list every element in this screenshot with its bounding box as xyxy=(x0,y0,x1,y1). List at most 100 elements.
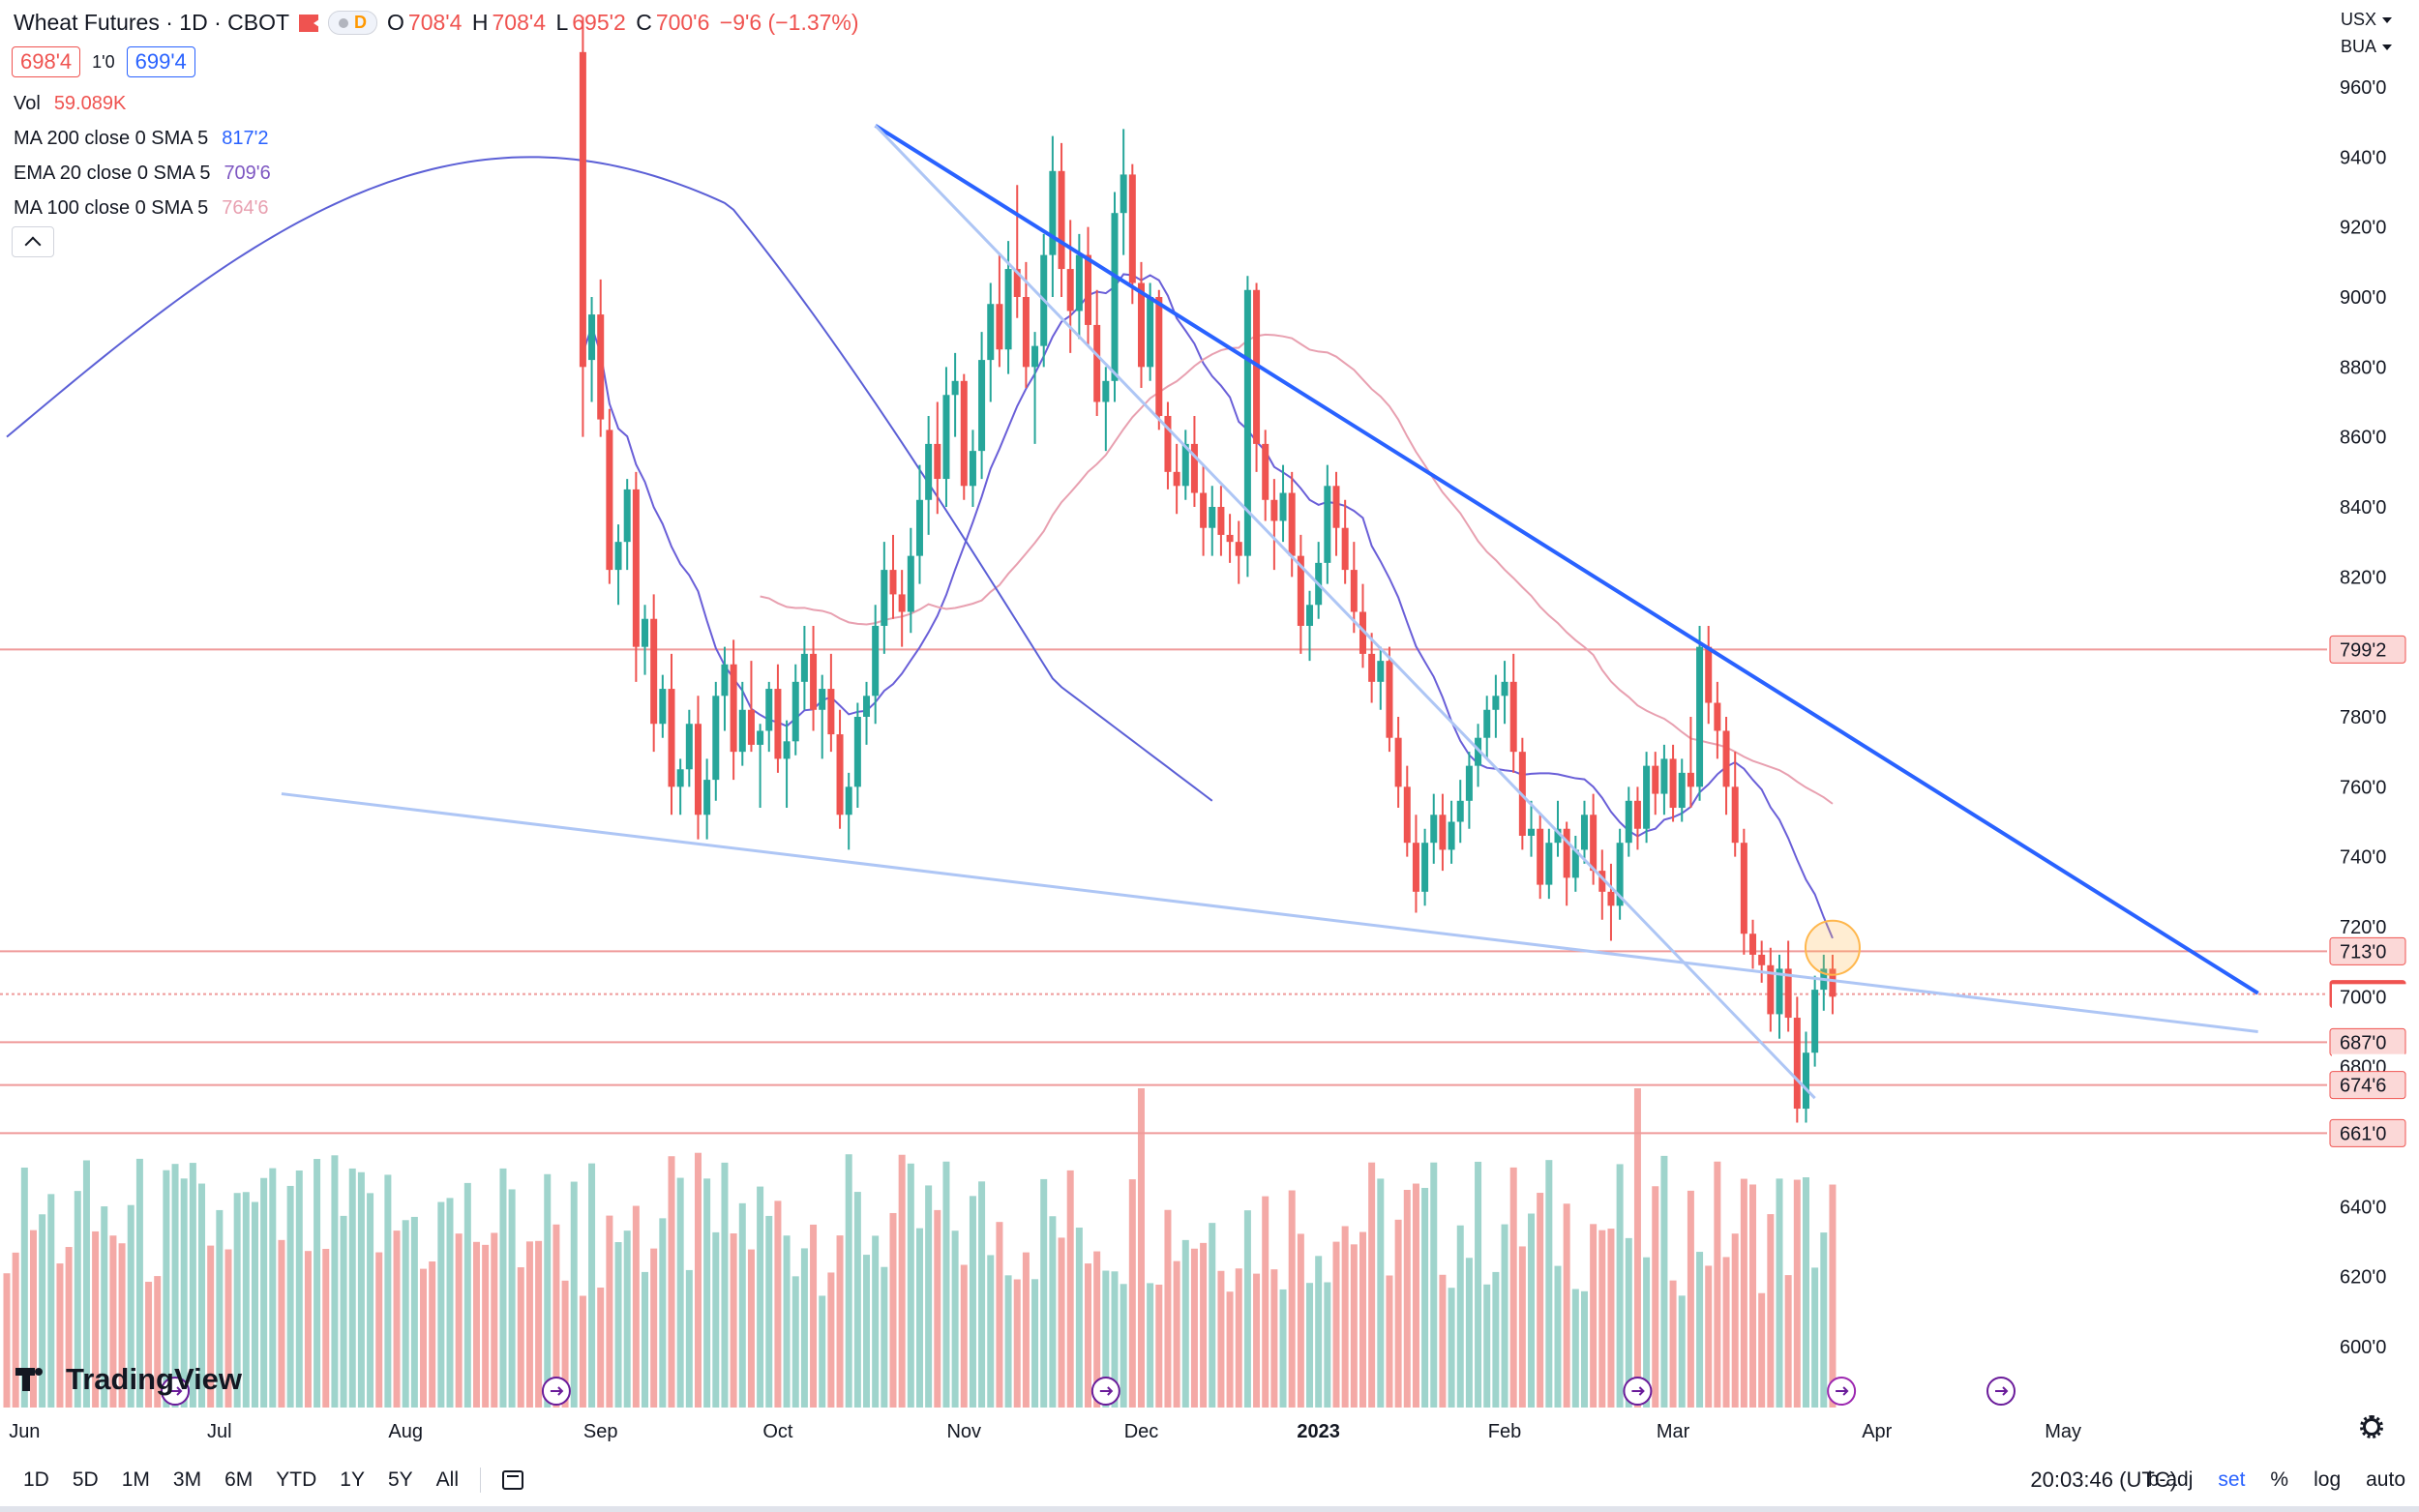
candle-body xyxy=(934,443,941,480)
sell-button[interactable]: 698'4 xyxy=(12,46,81,77)
buy-button[interactable]: 699'4 xyxy=(126,46,195,77)
volume-bar xyxy=(853,1192,861,1408)
price-axis[interactable]: 960'0 940'0 920'0 900'0 880'0 860'0 840'0 820'0… xyxy=(2329,77,2407,1358)
option-log[interactable]: log xyxy=(2314,1468,2342,1491)
option-auto[interactable]: auto xyxy=(2366,1468,2405,1491)
legend-name: MA 200 close 0 SMA 5 xyxy=(14,128,209,149)
legend-ema20[interactable]: EMA 20 close 0 SMA 5 709'6 xyxy=(14,163,271,185)
range-1d[interactable]: 1D xyxy=(23,1468,49,1491)
trendlines[interactable] xyxy=(281,124,2259,1100)
candle-body xyxy=(1714,702,1721,731)
volume-bar xyxy=(561,1280,569,1408)
volume-bar xyxy=(455,1233,463,1408)
volume-bar xyxy=(145,1282,153,1408)
price-tick-label: 620'0 xyxy=(2340,1267,2386,1289)
candle-body xyxy=(712,696,720,781)
volume-bar xyxy=(1040,1178,1048,1408)
volume-bar xyxy=(863,1255,871,1408)
time-axis[interactable]: Jun Jul Aug Sep Oct Nov Dec 2023 Feb Mar Apr May xyxy=(9,1421,2081,1442)
volume-bar xyxy=(1243,1210,1251,1408)
candle-body xyxy=(1359,611,1366,654)
collapse-legend-button[interactable] xyxy=(12,226,54,257)
volume-bar xyxy=(357,1171,365,1408)
tradingview-logo[interactable]: TradingView xyxy=(15,1362,242,1397)
candle-body xyxy=(1687,772,1694,787)
volume-bar xyxy=(517,1267,524,1408)
candle-body xyxy=(1200,492,1208,528)
volume-bar xyxy=(1767,1214,1775,1408)
trendline xyxy=(874,124,1816,1100)
time-tick-label: Jul xyxy=(207,1421,232,1442)
candle-body xyxy=(853,717,861,787)
flag-icon[interactable] xyxy=(299,14,320,32)
volume-bar xyxy=(1590,1224,1598,1408)
candle-body xyxy=(1147,297,1154,368)
trendline xyxy=(281,792,2258,1033)
range-6m[interactable]: 6M xyxy=(224,1468,254,1491)
volume-bar xyxy=(314,1159,321,1408)
volume-bar xyxy=(269,1168,277,1408)
candle-body xyxy=(765,689,773,731)
option-percent[interactable]: % xyxy=(2270,1468,2289,1491)
volume-bar xyxy=(1714,1161,1721,1408)
range-5y[interactable]: 5Y xyxy=(387,1468,413,1491)
volume-bar xyxy=(224,1249,232,1408)
candle-body xyxy=(845,786,852,815)
legend-ma200[interactable]: MA 200 close 0 SMA 5 817'2 xyxy=(14,128,269,150)
range-all[interactable]: All xyxy=(435,1468,459,1491)
calendar-icon[interactable] xyxy=(502,1470,523,1490)
candle-body xyxy=(1705,646,1713,703)
range-1y[interactable]: 1Y xyxy=(340,1468,365,1491)
market-status-pill[interactable]: D xyxy=(328,11,378,35)
candle-body xyxy=(791,681,799,742)
volume-bar xyxy=(606,1215,613,1408)
option-b-adj[interactable]: b-adj xyxy=(2147,1468,2194,1491)
volume-bar xyxy=(1793,1179,1801,1408)
volume-bar xyxy=(712,1231,720,1408)
candle-body xyxy=(1341,527,1349,571)
gear-icon[interactable] xyxy=(2360,1415,2383,1438)
candle-body xyxy=(747,709,755,745)
volume-bar xyxy=(82,1160,90,1408)
candle-body xyxy=(1784,968,1792,1019)
legend-vol[interactable]: Vol 59.089K xyxy=(14,93,126,115)
volume-bar xyxy=(1164,1209,1172,1408)
volume-bar xyxy=(747,1249,755,1408)
volume-bar xyxy=(907,1163,914,1408)
currency-select[interactable]: USX xyxy=(2341,10,2392,30)
spread-value: 1'0 xyxy=(92,51,115,72)
price-tick-label: 760'0 xyxy=(2340,777,2386,798)
marker-glyph-icon xyxy=(1995,1386,2009,1396)
time-tick-label: 2023 xyxy=(1297,1421,1340,1442)
volume-bar xyxy=(367,1193,374,1408)
caret-down-icon xyxy=(2382,44,2392,50)
option-set[interactable]: set xyxy=(2218,1468,2246,1491)
volume-bar xyxy=(135,1158,143,1408)
range-3m[interactable]: 3M xyxy=(172,1468,202,1491)
clock[interactable]: 20:03:46 (UTC) xyxy=(2030,1468,2177,1492)
range-5d[interactable]: 5D xyxy=(72,1468,99,1491)
candle-body xyxy=(1066,269,1074,311)
volume-bar xyxy=(872,1235,880,1408)
close-label: C xyxy=(636,10,652,35)
volume-bar xyxy=(721,1162,729,1408)
range-ytd[interactable]: YTD xyxy=(276,1468,317,1491)
candle-body xyxy=(1279,492,1287,521)
unit-select[interactable]: BUA xyxy=(2341,37,2392,57)
marker-glyph-icon xyxy=(1836,1386,1849,1396)
range-1m[interactable]: 1M xyxy=(121,1468,150,1491)
price-chart[interactable]: 960'0 940'0 920'0 900'0 880'0 860'0 840'0 820'0… xyxy=(0,0,2419,1451)
candle-body xyxy=(632,489,640,647)
volume-bar xyxy=(1776,1178,1783,1408)
legend-ma100[interactable]: MA 100 close 0 SMA 5 764'6 xyxy=(14,197,269,220)
volume-bar xyxy=(836,1235,844,1408)
volume-bar xyxy=(525,1241,533,1408)
volume-bar xyxy=(1607,1229,1615,1408)
price-tick-label: 640'0 xyxy=(2340,1197,2386,1218)
volume-bar xyxy=(482,1244,490,1408)
volume-bar xyxy=(889,1212,897,1408)
volume-bar xyxy=(1456,1225,1464,1408)
symbol-title[interactable]: Wheat Futures · 1D · CBOT xyxy=(14,10,290,35)
volume-bar xyxy=(1004,1275,1012,1408)
volume-bar xyxy=(1066,1170,1074,1408)
